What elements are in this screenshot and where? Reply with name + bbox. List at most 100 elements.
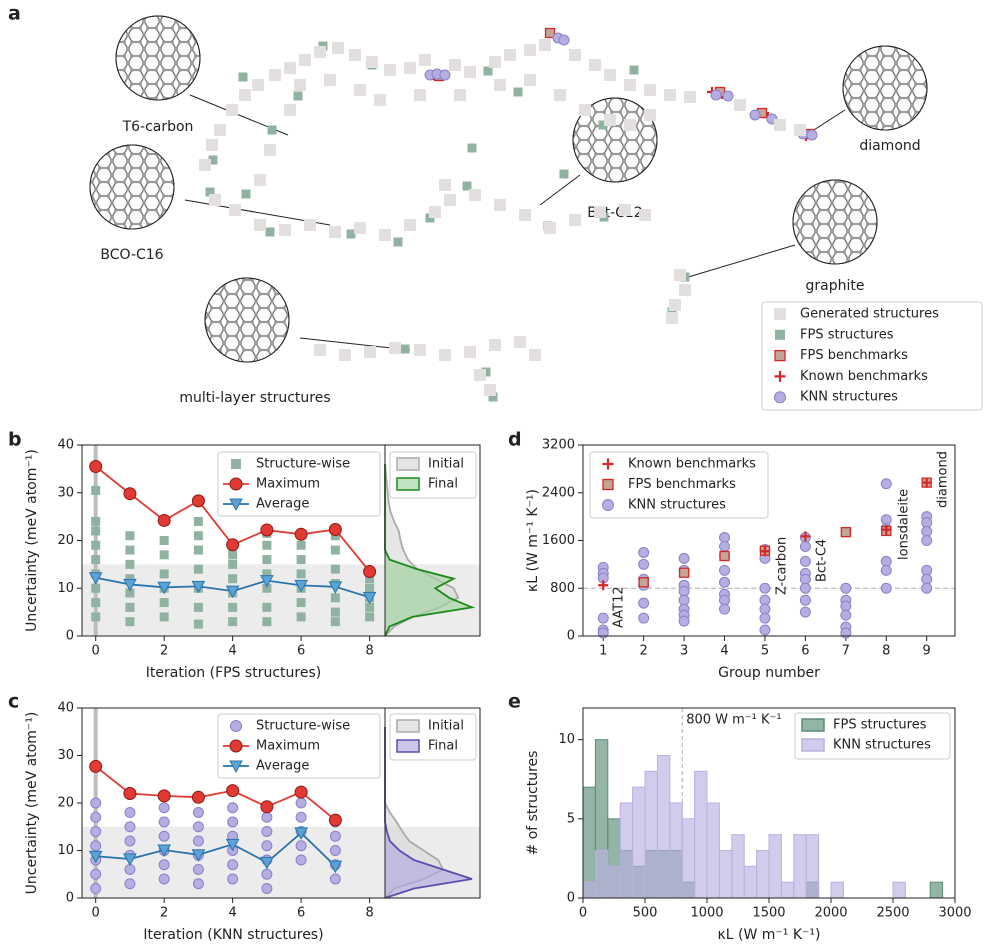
y-axis-label: κL (W m⁻¹ K⁻¹) [525,489,541,592]
legend-marker [229,477,243,491]
point [124,807,136,818]
point [880,564,892,576]
point [193,531,203,541]
annotation: Bct-C4 [815,539,830,582]
point [159,550,169,560]
point [269,69,281,81]
point [91,516,101,526]
point [544,222,556,234]
point [261,883,273,894]
point [328,581,343,594]
point [719,603,731,615]
point [261,811,273,823]
point [193,564,203,574]
point [364,346,376,358]
histogram-bar [681,818,696,899]
legend-label: KNN structures [628,498,726,513]
annotation: diamond [936,451,951,508]
legend-label: FPS benchmarks [628,477,736,492]
point [293,91,303,101]
histogram-bar [582,881,596,899]
point [91,540,101,550]
histogram-bar [582,786,596,899]
point [125,559,135,569]
x-tick-label: 2 [160,644,168,659]
x-tick-label: 9 [923,644,931,659]
point [294,785,308,799]
point [125,574,135,584]
legend-label: Known benchmarks [800,369,928,384]
legend-marker [229,739,243,753]
point [362,591,377,605]
point [193,516,203,526]
point [880,478,892,490]
y-axis-label: Uncertainty (meV atom⁻¹) [24,449,40,632]
histogram-bar [805,834,820,899]
point [192,835,204,847]
point [192,878,204,890]
point [91,526,101,536]
y-tick-label: 20 [57,796,74,811]
plot-frame [582,707,956,899]
point [494,199,506,211]
point [366,56,378,68]
point [239,89,251,101]
x-tick-label: 0 [92,906,100,921]
y-tick-label: 2400 [542,485,575,500]
legend-label: Final [428,739,458,754]
x-axis-label: Iteration (KNN structures) [143,927,323,943]
point [464,66,476,78]
annotation: lonsdaleite [897,489,912,560]
point [638,577,649,588]
point [314,46,326,58]
point [349,49,361,61]
x-tick-label: 2 [160,906,168,921]
histogram-bar [780,881,795,899]
legend-box [217,451,381,517]
point [489,339,501,351]
histogram-bar [892,881,906,899]
point [840,609,852,621]
inset-label: diamond [859,138,920,154]
point [158,873,170,885]
x-tick-label: 7 [842,644,850,659]
point [304,219,316,231]
point [260,523,274,537]
x-tick-label: 1000 [690,906,723,921]
point [260,800,274,814]
point [91,598,101,608]
point [638,546,650,558]
point [124,835,136,847]
plot-frame [384,707,481,899]
point [265,227,275,237]
histogram-bar [793,834,807,899]
point [226,538,240,552]
annotation: AAT12 [612,586,627,628]
y-axis-label: Uncertainty (meV atom⁻¹) [24,712,40,895]
legend-marker [602,458,614,470]
legend-label: Average [256,759,309,774]
point [89,459,103,473]
point [559,169,569,179]
point [296,569,306,579]
point [262,617,272,627]
legend-label: Average [256,497,309,512]
point [191,849,206,862]
point [444,194,456,206]
point [504,49,516,61]
legend-label: Initial [428,719,464,734]
point [419,54,431,66]
point [469,189,481,201]
point [296,612,306,622]
point [624,79,636,91]
point [123,853,137,867]
point [260,575,274,588]
point [678,552,690,564]
x-axis-label: Group number [718,665,820,681]
legend-marker [231,459,241,469]
point [799,555,811,567]
point [332,42,344,54]
point [192,864,204,875]
point [579,104,591,116]
